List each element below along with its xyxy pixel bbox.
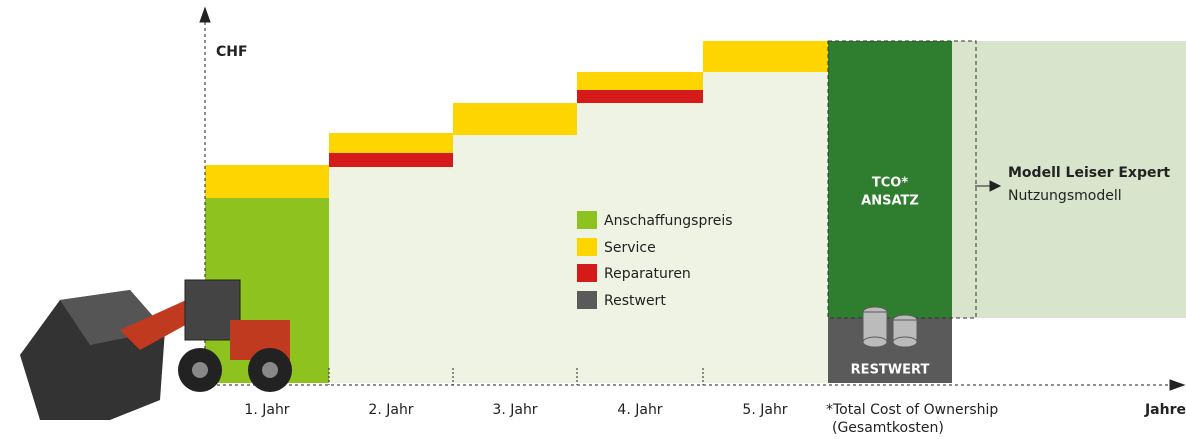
- tco-title: ANSATZ: [861, 194, 919, 209]
- diagram: Anschaffungspreis Service Reparaturen Re…: [0, 0, 1186, 439]
- footnote: *Total Cost of Ownership: [826, 402, 998, 418]
- legend-label: Service: [604, 240, 656, 256]
- background: [329, 41, 1186, 383]
- footnote: (Gesamtkosten): [832, 420, 944, 436]
- residual-label: RESTWERT: [851, 363, 930, 378]
- year-label: 5. Jahr: [742, 402, 787, 418]
- model-title: Modell Leiser Expert: [1008, 165, 1170, 181]
- year-label: 1. Jahr: [244, 402, 289, 418]
- y-axis-label: CHF: [216, 44, 248, 60]
- model-subtitle: Nutzungsmodell: [1008, 188, 1122, 204]
- legend-label: Reparaturen: [604, 266, 691, 282]
- year-label: 3. Jahr: [492, 402, 537, 418]
- tco-title: TCO*: [872, 176, 908, 191]
- x-axis-label: Jahre: [1144, 402, 1186, 418]
- legend-label: Restwert: [604, 293, 666, 309]
- year-label: 4. Jahr: [617, 402, 662, 418]
- legend-label: Anschaffungspreis: [604, 213, 733, 229]
- year-label: 2. Jahr: [368, 402, 413, 418]
